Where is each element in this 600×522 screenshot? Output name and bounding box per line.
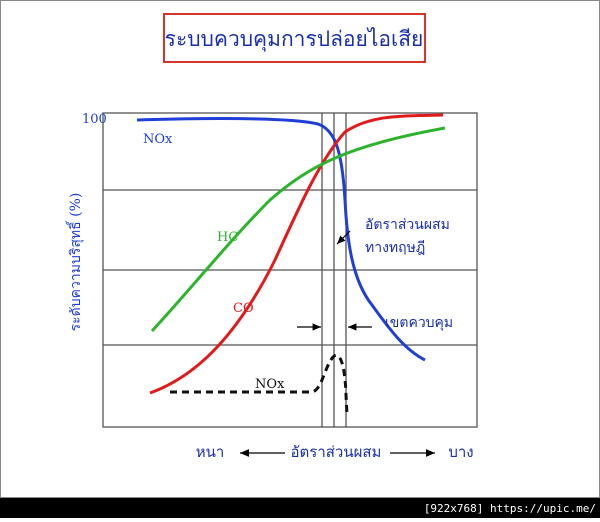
title-box [163,13,426,63]
annotation: เขตควบคุม [385,315,453,331]
curve-label: CO [233,301,254,316]
footer-text: [922x768] https://upic.me/ [424,502,596,515]
curve-label: HC [217,230,238,245]
x-center-label: อัตราส่วนผสม [291,443,382,461]
y-top-label: 100 [82,112,107,127]
y-axis-label: ระดับความบริสุทธิ์ (%) [65,193,84,332]
annotation: ทางทฤษฎี [365,240,425,256]
curve-label: NOx [143,132,173,147]
annotation: อัตราส่วนผสม [365,217,450,233]
footer-bar [0,498,600,518]
co-curve [149,113,444,395]
hc-curve [150,126,446,333]
curve-label: NOx [255,377,285,392]
x-left-label: หนา [196,443,225,461]
annotation-arrow [336,230,351,245]
title: ระบบควบคุมการปล่อยไอเสีย [165,27,424,52]
x-right-label: บาง [448,443,473,461]
nox-dashed-curve [170,353,349,416]
nox-curve [136,117,426,362]
